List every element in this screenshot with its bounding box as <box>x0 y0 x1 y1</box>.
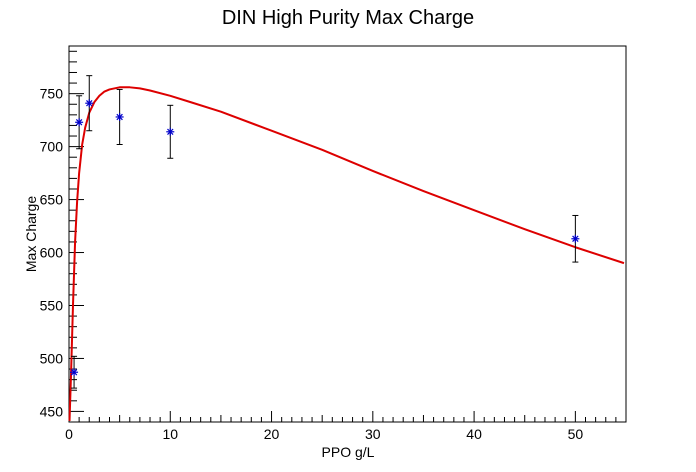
data-point <box>75 95 84 150</box>
point-marker <box>572 235 579 242</box>
data-point <box>70 355 79 389</box>
x-tick-label: 50 <box>568 426 584 442</box>
x-tick-label: 40 <box>466 426 482 442</box>
data-point <box>85 75 94 132</box>
data-points-layer <box>70 75 580 389</box>
y-tick-label: 450 <box>40 403 64 419</box>
y-tick-label: 750 <box>40 86 64 102</box>
plot-frame <box>68 45 627 423</box>
fit-curve <box>68 86 625 421</box>
point-marker <box>116 113 123 121</box>
x-axis-ticks: 0 10 20 30 40 50 <box>65 411 627 442</box>
data-point <box>115 88 124 146</box>
y-axis-title: Max Charge <box>23 196 39 272</box>
y-tick-label: 700 <box>40 139 64 155</box>
y-tick-label: 500 <box>40 350 64 366</box>
point-marker <box>70 368 78 376</box>
x-tick-label: 10 <box>162 426 178 442</box>
x-tick-label: 30 <box>365 426 381 442</box>
y-axis-ticks: 450 500 550 600 650 700 750 <box>40 50 84 423</box>
x-axis-title: PPO g/L <box>322 444 375 460</box>
y-tick-label: 550 <box>40 297 64 313</box>
point-marker <box>86 99 93 107</box>
point-marker <box>167 128 174 136</box>
x-tick-label: 20 <box>264 426 280 442</box>
y-tick-label: 600 <box>40 245 64 261</box>
x-tick-label: 0 <box>65 426 73 442</box>
fit-curve-layer <box>68 86 625 421</box>
point-marker <box>75 119 83 126</box>
data-point <box>166 104 175 159</box>
data-point <box>571 214 580 263</box>
chart-title: DIN High Purity Max Charge <box>222 7 474 29</box>
y-tick-label: 650 <box>40 192 64 208</box>
